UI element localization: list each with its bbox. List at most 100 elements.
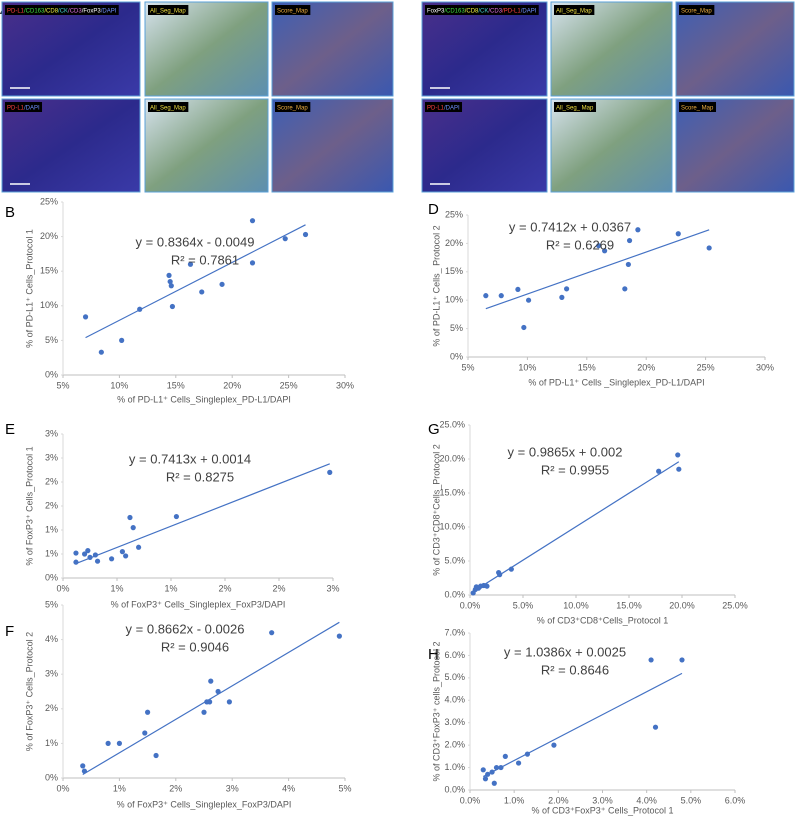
point xyxy=(187,261,194,267)
y-tick-label: 15.0% xyxy=(439,487,465,497)
y-tick-label: 2% xyxy=(45,500,58,510)
label-part: /DAPI xyxy=(521,8,537,14)
x-tick-label: 10% xyxy=(110,380,128,390)
y-tick-label: 25.0% xyxy=(439,419,465,429)
point xyxy=(81,768,88,774)
point xyxy=(521,324,527,331)
y-axis-title: % of FoxP3⁺ Cells_Protocol 1 xyxy=(24,446,34,565)
point xyxy=(551,742,557,748)
label-part: PD-L1 xyxy=(7,105,25,111)
image-label: PD-L1/CD163/CD8/CK/CD3/FoxP3/DAPI xyxy=(7,8,117,14)
micrograph xyxy=(1,1,141,97)
r-squared: R² = 0.9955 xyxy=(541,462,609,477)
x-axis-title: % of CD3⁺CD8⁺Cells_Protocol 1 xyxy=(537,615,669,625)
x-tick-label: 15.0% xyxy=(616,600,642,610)
point xyxy=(207,699,213,705)
y-tick-label: 10% xyxy=(445,295,463,305)
y-tick-label: 10.0% xyxy=(439,521,465,531)
label-bg xyxy=(275,102,311,112)
x-tick-label: 2% xyxy=(218,583,231,593)
point xyxy=(80,763,86,769)
x-tick-label: 1.0% xyxy=(504,795,525,805)
r-squared: R² = 0.7861 xyxy=(171,252,239,267)
point xyxy=(484,583,490,589)
y-tick-label: 0.0% xyxy=(444,589,465,599)
y-tick-label: 0% xyxy=(45,369,58,379)
y-tick-label: 2% xyxy=(45,476,58,486)
point xyxy=(249,218,256,224)
point xyxy=(119,549,125,555)
y-tick-label: 20% xyxy=(445,238,463,248)
micrograph xyxy=(1,98,141,193)
y-tick-label: 1% xyxy=(45,548,58,558)
equation: y = 0.8662x - 0.0026 xyxy=(126,621,245,636)
y-tick-label: 6.0% xyxy=(444,650,465,660)
label-part: All_Seg_Map xyxy=(150,8,186,14)
equation: y = 0.8364x - 0.0049 xyxy=(136,234,255,249)
trendline xyxy=(82,621,340,776)
point xyxy=(656,468,662,474)
point xyxy=(142,730,148,736)
point xyxy=(94,558,101,564)
point xyxy=(87,554,93,560)
micrograph xyxy=(675,1,795,97)
point xyxy=(105,740,111,747)
label-bg xyxy=(554,5,595,15)
y-tick-label: 2.0% xyxy=(444,740,465,750)
panel-letter: D xyxy=(428,201,439,218)
image-label: All_Seg_Map xyxy=(556,8,592,14)
point xyxy=(508,566,514,572)
y-tick-label: 1% xyxy=(45,738,58,748)
label-bg xyxy=(5,102,43,112)
image-label: Score_Map xyxy=(277,8,308,14)
point xyxy=(82,551,88,557)
x-tick-label: 15% xyxy=(578,362,596,372)
point xyxy=(515,760,522,766)
label-part: All_Seg_Map xyxy=(556,8,592,14)
point xyxy=(493,764,500,771)
x-tick-label: 20.0% xyxy=(669,600,695,610)
point xyxy=(201,709,207,715)
x-tick-label: 20% xyxy=(223,380,241,390)
image-label: Score_Map xyxy=(277,105,308,111)
point xyxy=(145,709,151,715)
y-tick-label: 20% xyxy=(40,231,58,241)
y-tick-label: 15% xyxy=(445,266,463,276)
point xyxy=(626,237,633,244)
point xyxy=(109,556,115,562)
label-bg xyxy=(148,5,189,15)
point xyxy=(625,261,631,268)
x-axis-title: % of CD3⁺FoxP3⁺ Cells_Protocol 1 xyxy=(531,805,673,815)
point xyxy=(249,260,256,266)
micrograph xyxy=(421,98,548,193)
label-bg xyxy=(148,102,189,112)
panel-letter: F xyxy=(5,623,14,640)
point xyxy=(302,231,309,238)
point xyxy=(596,243,602,249)
label-part: FoxP3 xyxy=(427,8,445,14)
label-bg xyxy=(275,5,311,15)
point xyxy=(497,572,503,578)
point xyxy=(269,630,275,636)
trendline xyxy=(485,229,710,310)
point xyxy=(119,337,125,343)
micrograph xyxy=(144,98,269,193)
label-part: Score_Map xyxy=(277,8,308,14)
y-axis-title: % of CD3⁺FoxP3⁺ cells_Protocol 2 xyxy=(431,641,441,781)
point xyxy=(127,514,133,521)
point xyxy=(706,245,712,251)
y-tick-label: 0% xyxy=(45,572,58,582)
point xyxy=(602,248,608,254)
point xyxy=(675,452,681,458)
point xyxy=(524,751,531,757)
point xyxy=(525,297,532,303)
x-tick-label: 1% xyxy=(164,583,177,593)
x-tick-label: 1% xyxy=(110,583,123,593)
panel-letter: G xyxy=(428,421,440,438)
y-tick-label: 25% xyxy=(40,196,58,206)
y-tick-label: 3% xyxy=(45,428,58,438)
x-axis-title: % of FoxP3⁺ Cells_Singleplex_FoxP3/DAPI xyxy=(111,599,286,609)
panel-letter: H xyxy=(428,646,439,663)
label-bg xyxy=(5,5,119,15)
